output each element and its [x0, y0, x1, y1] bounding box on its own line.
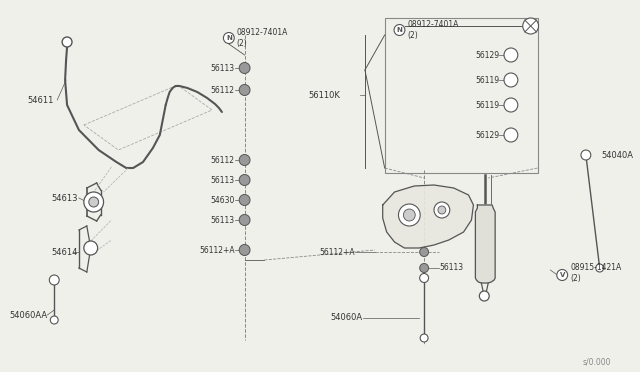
Circle shape [420, 273, 429, 282]
Circle shape [239, 154, 250, 166]
Circle shape [504, 128, 518, 142]
Polygon shape [383, 185, 474, 248]
Circle shape [239, 195, 250, 205]
Circle shape [239, 244, 250, 256]
Text: 54630: 54630 [211, 196, 235, 205]
Text: N: N [397, 27, 403, 33]
Circle shape [394, 25, 405, 35]
Circle shape [223, 32, 234, 44]
Text: (2): (2) [407, 31, 418, 39]
Text: (2): (2) [570, 275, 581, 283]
Circle shape [84, 192, 104, 212]
Text: 54611: 54611 [28, 96, 54, 105]
Circle shape [84, 241, 98, 255]
Text: 56113: 56113 [211, 64, 235, 73]
Text: 56113: 56113 [211, 176, 235, 185]
Circle shape [62, 37, 72, 47]
Text: 54614: 54614 [51, 247, 77, 257]
Text: 54613: 54613 [51, 193, 78, 202]
Circle shape [420, 334, 428, 342]
Circle shape [239, 174, 250, 186]
Text: 56112+A: 56112+A [199, 246, 235, 254]
Text: 56112: 56112 [211, 86, 235, 94]
Circle shape [581, 150, 591, 160]
Text: 54040A: 54040A [602, 151, 634, 160]
Text: N: N [226, 35, 232, 41]
Text: V: V [559, 272, 565, 278]
Circle shape [504, 73, 518, 87]
Text: 56113: 56113 [439, 263, 463, 273]
Circle shape [51, 316, 58, 324]
Circle shape [239, 62, 250, 74]
Text: 08912-7401A: 08912-7401A [237, 28, 288, 36]
Circle shape [479, 291, 489, 301]
Polygon shape [476, 205, 495, 283]
Text: 54060A: 54060A [331, 314, 363, 323]
Text: 56112+A: 56112+A [319, 247, 355, 257]
Circle shape [557, 269, 568, 280]
Text: 56129: 56129 [475, 131, 499, 140]
Circle shape [89, 197, 99, 207]
Text: 56119: 56119 [475, 100, 499, 109]
Text: 08915-1421A: 08915-1421A [570, 263, 621, 273]
Circle shape [523, 18, 538, 34]
Text: 56113: 56113 [211, 215, 235, 224]
Text: (2): (2) [237, 38, 248, 48]
Text: 56110K: 56110K [308, 90, 340, 99]
Bar [385, 18, 538, 173]
Circle shape [403, 209, 415, 221]
Circle shape [434, 202, 450, 218]
Text: s/0.000: s/0.000 [583, 357, 612, 366]
Circle shape [239, 215, 250, 225]
Circle shape [504, 98, 518, 112]
Circle shape [239, 84, 250, 96]
Circle shape [49, 275, 59, 285]
Circle shape [504, 48, 518, 62]
Circle shape [399, 204, 420, 226]
Circle shape [596, 264, 604, 272]
Text: 56129: 56129 [475, 51, 499, 60]
Text: 56119: 56119 [475, 76, 499, 84]
Text: 54060AA: 54060AA [10, 311, 48, 320]
Text: 08912-7401A: 08912-7401A [407, 19, 459, 29]
Circle shape [420, 247, 429, 257]
Circle shape [420, 263, 429, 273]
Text: 56112: 56112 [211, 155, 235, 164]
Circle shape [438, 206, 446, 214]
